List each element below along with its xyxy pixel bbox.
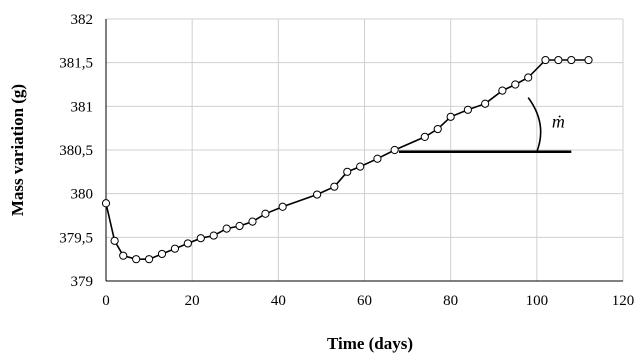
series-line [105, 59, 589, 261]
data-point [235, 221, 244, 231]
data-point [373, 154, 382, 163]
data-point [541, 55, 550, 65]
data-point [110, 236, 119, 245]
x-tick-label: 60 [357, 293, 372, 309]
data-point [420, 132, 429, 141]
x-tick-label: 0 [102, 293, 110, 309]
data-point [463, 105, 472, 114]
data-point [567, 55, 576, 65]
data-point [132, 255, 141, 264]
data-point [278, 202, 287, 211]
data-point [330, 182, 339, 191]
data-point [446, 112, 455, 121]
slope-label: ṁ [552, 111, 565, 131]
x-tick-label: 100 [526, 293, 549, 309]
y-tick-label: 379,5 [59, 230, 93, 246]
data-point [144, 255, 154, 264]
data-point [554, 55, 563, 65]
data-point [343, 167, 352, 176]
y-tick-label: 379 [71, 274, 94, 290]
y-tick-label: 381 [71, 99, 94, 115]
x-tick-label: 40 [271, 293, 286, 309]
data-point [209, 231, 218, 240]
data-point [433, 124, 442, 134]
x-tick-label: 20 [185, 293, 200, 309]
y-tick-label: 380,5 [59, 143, 93, 159]
y-tick-label: 381,5 [59, 56, 93, 72]
data-point [390, 145, 399, 155]
angle-arc [527, 97, 542, 153]
y-tick-label: 380 [71, 187, 94, 203]
data-point [183, 239, 192, 248]
data-point [196, 234, 205, 243]
y-axis-title: Mass variation (g) [8, 84, 27, 216]
data-point [101, 199, 111, 208]
data-point [119, 251, 128, 260]
data-point [481, 99, 490, 108]
data-point [222, 224, 231, 233]
data-point [248, 217, 257, 226]
x-axis-title: Time (days) [327, 334, 413, 353]
y-tick-label: 382 [71, 12, 94, 28]
data-point [313, 190, 322, 199]
data-point [157, 249, 167, 259]
data-point [498, 86, 507, 95]
data-point [261, 209, 270, 218]
x-tick-label: 80 [443, 293, 458, 309]
data-point [584, 55, 593, 65]
data-series [101, 55, 593, 264]
x-tick-label: 120 [612, 293, 635, 309]
data-point [524, 73, 533, 82]
axes: 0 20 40 60 80 100 120 379 379,5 380 380,5 381 381,5 3… [59, 12, 634, 309]
data-point [511, 80, 520, 89]
slope-annotation: ṁ [398, 97, 572, 153]
data-point [170, 244, 180, 253]
data-point [356, 162, 365, 171]
